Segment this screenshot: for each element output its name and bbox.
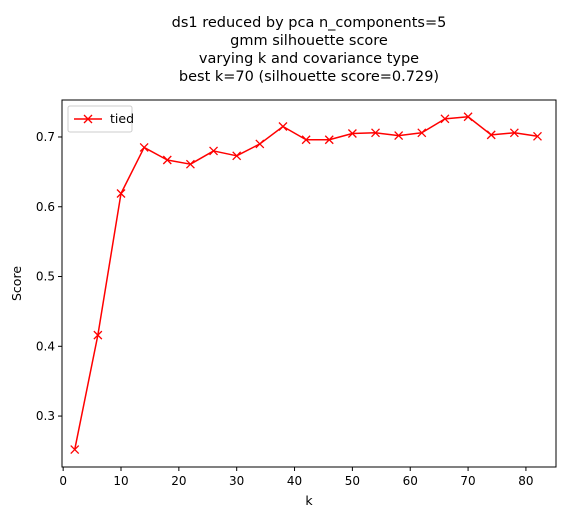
x-tick-label: 60 (403, 474, 418, 488)
data-point (394, 131, 404, 141)
data-point (116, 189, 126, 198)
data-point (185, 159, 195, 169)
data-point (232, 151, 242, 161)
data-point (347, 129, 357, 138)
y-tick-label: 0.5 (36, 270, 55, 284)
x-tick-label: 80 (518, 474, 533, 488)
data-point (70, 445, 80, 455)
data-point (486, 130, 496, 140)
x-tick-label: 70 (460, 474, 475, 488)
data-point (301, 135, 311, 145)
x-tick-label: 40 (287, 474, 302, 488)
x-axis: 0 10 20 30 40 50 60 70 80 (59, 467, 534, 488)
legend-label-tied: tied (110, 111, 134, 126)
series-group (70, 112, 542, 455)
x-tick-label: 10 (113, 474, 128, 488)
data-point (417, 128, 427, 138)
data-point (162, 155, 172, 165)
data-point (139, 142, 149, 152)
plot-area (61, 99, 557, 468)
series-line-tied (73, 116, 538, 450)
chart-title-line-2: gmm silhouette score (230, 33, 388, 49)
data-point (463, 112, 473, 122)
x-tick-label: 0 (59, 474, 67, 488)
data-point (278, 122, 288, 131)
data-point (371, 128, 380, 138)
y-tick-label: 0.6 (36, 200, 55, 214)
legend-marker-x (83, 114, 93, 124)
y-tick-label: 0.7 (36, 130, 55, 144)
x-tick-label: 30 (229, 474, 244, 488)
data-point (440, 114, 450, 124)
x-axis-label: k (305, 493, 313, 508)
y-axis-label: Score (9, 266, 24, 301)
data-point (93, 330, 103, 340)
y-tick-label: 0.3 (36, 409, 55, 423)
data-point (509, 128, 519, 138)
chart-title-line-4: best k=70 (silhouette score=0.729) (179, 69, 439, 85)
data-point (324, 135, 334, 145)
chart-title-line-1: ds1 reduced by pca n_components=5 (172, 15, 447, 31)
x-tick-label: 50 (345, 474, 360, 488)
data-point (255, 139, 265, 149)
y-tick-label: 0.4 (36, 339, 55, 353)
x-tick-label: 20 (171, 474, 186, 488)
legend: tied (67, 105, 134, 133)
y-axis: 0.3 0.4 0.5 0.6 0.7 (36, 130, 62, 423)
chart-title-line-3: varying k and covariance type (199, 51, 419, 67)
data-point (209, 146, 219, 156)
legend-marker (83, 114, 93, 124)
data-point (533, 131, 542, 141)
